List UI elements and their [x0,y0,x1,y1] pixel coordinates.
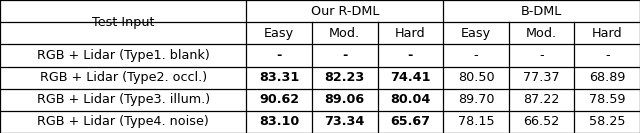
Text: 66.52: 66.52 [524,115,560,128]
Text: 74.41: 74.41 [390,71,431,84]
Text: -: - [276,49,282,62]
Text: 90.62: 90.62 [259,93,300,106]
Text: Mod.: Mod. [526,27,557,40]
Text: RGB + Lidar (Type4. noise): RGB + Lidar (Type4. noise) [37,115,209,128]
Text: RGB + Lidar (Type1. blank): RGB + Lidar (Type1. blank) [37,49,209,62]
Text: 77.37: 77.37 [524,71,560,84]
Text: Hard: Hard [395,27,426,40]
Text: Our R-DML: Our R-DML [310,5,379,18]
Text: 78.59: 78.59 [589,93,625,106]
Text: 82.23: 82.23 [324,71,365,84]
Text: 89.70: 89.70 [458,93,494,106]
Text: 78.15: 78.15 [458,115,494,128]
Text: Hard: Hard [592,27,623,40]
Text: -: - [408,49,413,62]
Text: 58.25: 58.25 [589,115,625,128]
Text: -: - [605,49,609,62]
Text: 87.22: 87.22 [524,93,560,106]
Text: B-DML: B-DML [521,5,562,18]
Text: Test Input: Test Input [92,16,154,29]
Text: RGB + Lidar (Type2. occl.): RGB + Lidar (Type2. occl.) [40,71,207,84]
Text: 65.67: 65.67 [390,115,430,128]
Text: 83.10: 83.10 [259,115,300,128]
Text: 80.50: 80.50 [458,71,494,84]
Text: 80.04: 80.04 [390,93,431,106]
Text: 73.34: 73.34 [324,115,365,128]
Text: -: - [540,49,544,62]
Text: Easy: Easy [461,27,491,40]
Text: Easy: Easy [264,27,294,40]
Text: -: - [474,49,478,62]
Text: Mod.: Mod. [329,27,360,40]
Text: 68.89: 68.89 [589,71,625,84]
Text: RGB + Lidar (Type3. illum.): RGB + Lidar (Type3. illum.) [36,93,210,106]
Text: -: - [342,49,348,62]
Text: 83.31: 83.31 [259,71,300,84]
Text: 89.06: 89.06 [324,93,365,106]
